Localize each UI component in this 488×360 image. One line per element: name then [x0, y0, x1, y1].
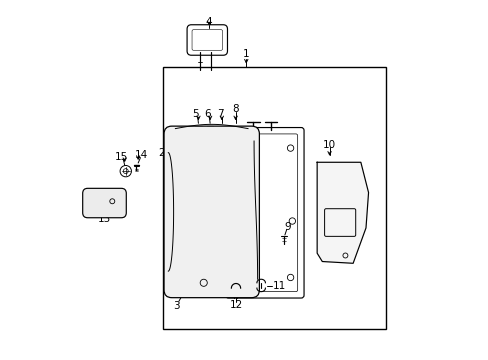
- Text: 2: 2: [158, 148, 165, 158]
- Text: 5: 5: [192, 109, 199, 120]
- Text: 6: 6: [203, 109, 210, 120]
- FancyBboxPatch shape: [82, 188, 126, 218]
- Text: 10: 10: [323, 140, 335, 149]
- Text: 9: 9: [284, 222, 290, 232]
- Text: 8: 8: [232, 104, 239, 114]
- Text: 3: 3: [173, 301, 180, 311]
- Text: 15: 15: [114, 152, 127, 162]
- FancyBboxPatch shape: [163, 126, 259, 298]
- Text: 7: 7: [217, 109, 223, 120]
- Text: 4: 4: [205, 17, 212, 27]
- Text: 12: 12: [229, 300, 242, 310]
- Bar: [163, 67, 386, 329]
- Text: 1: 1: [243, 49, 249, 59]
- Text: 14: 14: [135, 150, 148, 160]
- Polygon shape: [317, 162, 368, 263]
- Text: 13: 13: [98, 214, 111, 224]
- Text: 11: 11: [272, 281, 285, 291]
